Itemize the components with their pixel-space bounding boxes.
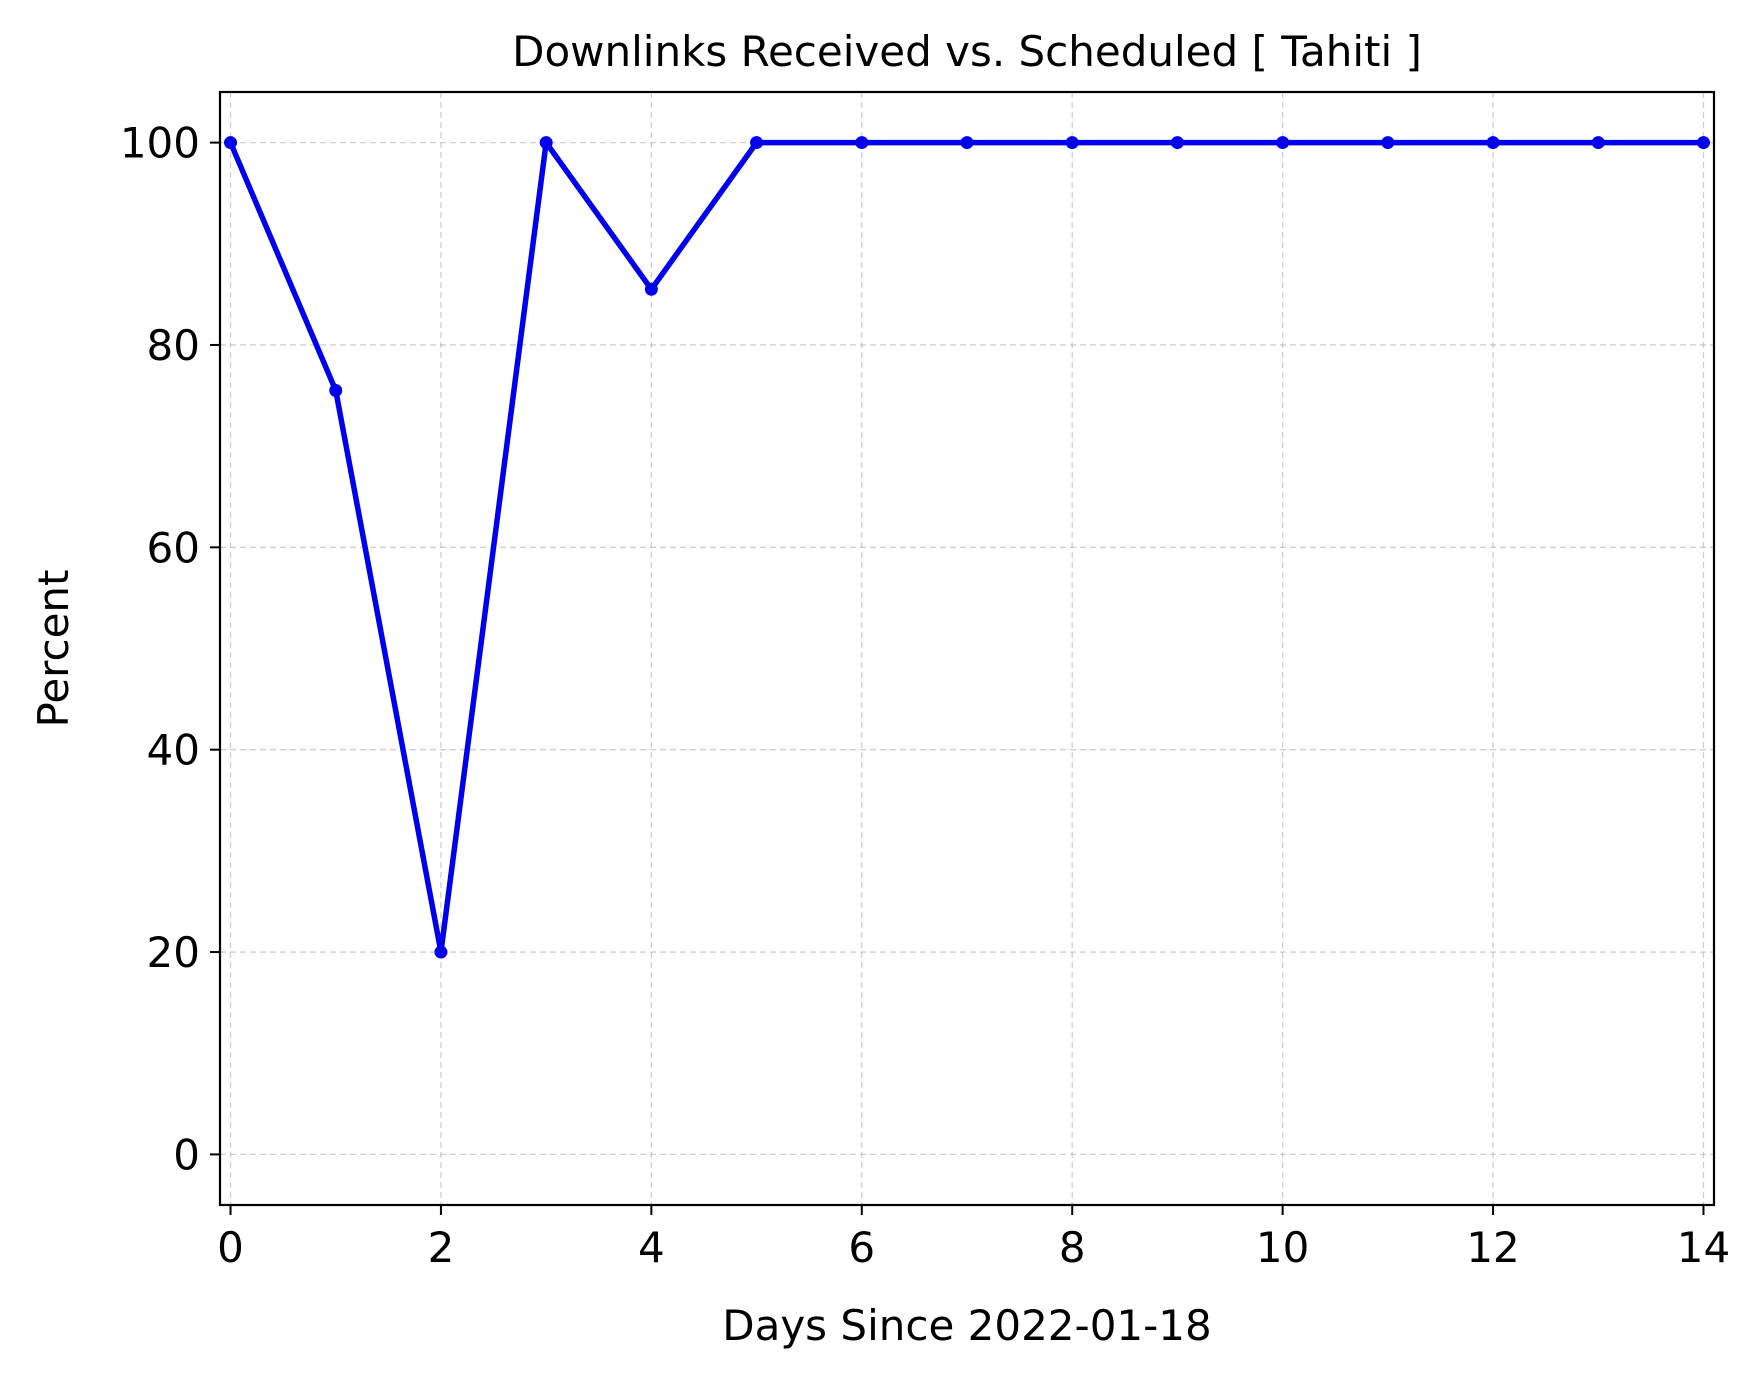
x-tick-label-8: 8	[1059, 1223, 1086, 1272]
x-tick-label-6: 6	[848, 1223, 875, 1272]
y-tick-label-100: 100	[120, 119, 200, 168]
y-tick-label-20: 20	[147, 928, 200, 977]
data-point	[1276, 136, 1290, 150]
x-axis-label: Days Since 2022-01-18	[722, 1301, 1211, 1350]
x-tick-label-12: 12	[1466, 1223, 1519, 1272]
chart-title: Downlinks Received vs. Scheduled [ Tahit…	[512, 27, 1422, 76]
y-axis-label: Percent	[29, 569, 78, 727]
x-tick-label-10: 10	[1256, 1223, 1309, 1272]
x-tick-label-2: 2	[428, 1223, 455, 1272]
data-point	[1696, 136, 1710, 150]
data-point	[329, 383, 343, 397]
axis-ticks: 0 2 4 6 8 10 12 14 0 20 40 60 80 100	[120, 119, 1730, 1272]
data-point	[1486, 136, 1500, 150]
plot-area-frame	[218, 90, 1716, 1207]
y-tick-label-0: 0	[173, 1130, 200, 1179]
data-point	[434, 945, 448, 959]
y-tick-label-80: 80	[147, 321, 200, 370]
data-point	[1381, 136, 1395, 150]
data-point	[539, 136, 553, 150]
y-tick-label-60: 60	[147, 523, 200, 572]
data-point	[855, 136, 869, 150]
data-point	[1065, 136, 1079, 150]
data-point	[1170, 136, 1184, 150]
data-point	[1591, 136, 1605, 150]
data-point	[224, 136, 238, 150]
y-tick-label-40: 40	[147, 726, 200, 775]
series-layer	[224, 136, 1710, 959]
data-point	[960, 136, 974, 150]
data-point	[750, 136, 764, 150]
data-point	[644, 282, 658, 296]
x-tick-label-0: 0	[217, 1223, 244, 1272]
x-tick-label-14: 14	[1677, 1223, 1730, 1272]
x-tick-label-4: 4	[638, 1223, 665, 1272]
